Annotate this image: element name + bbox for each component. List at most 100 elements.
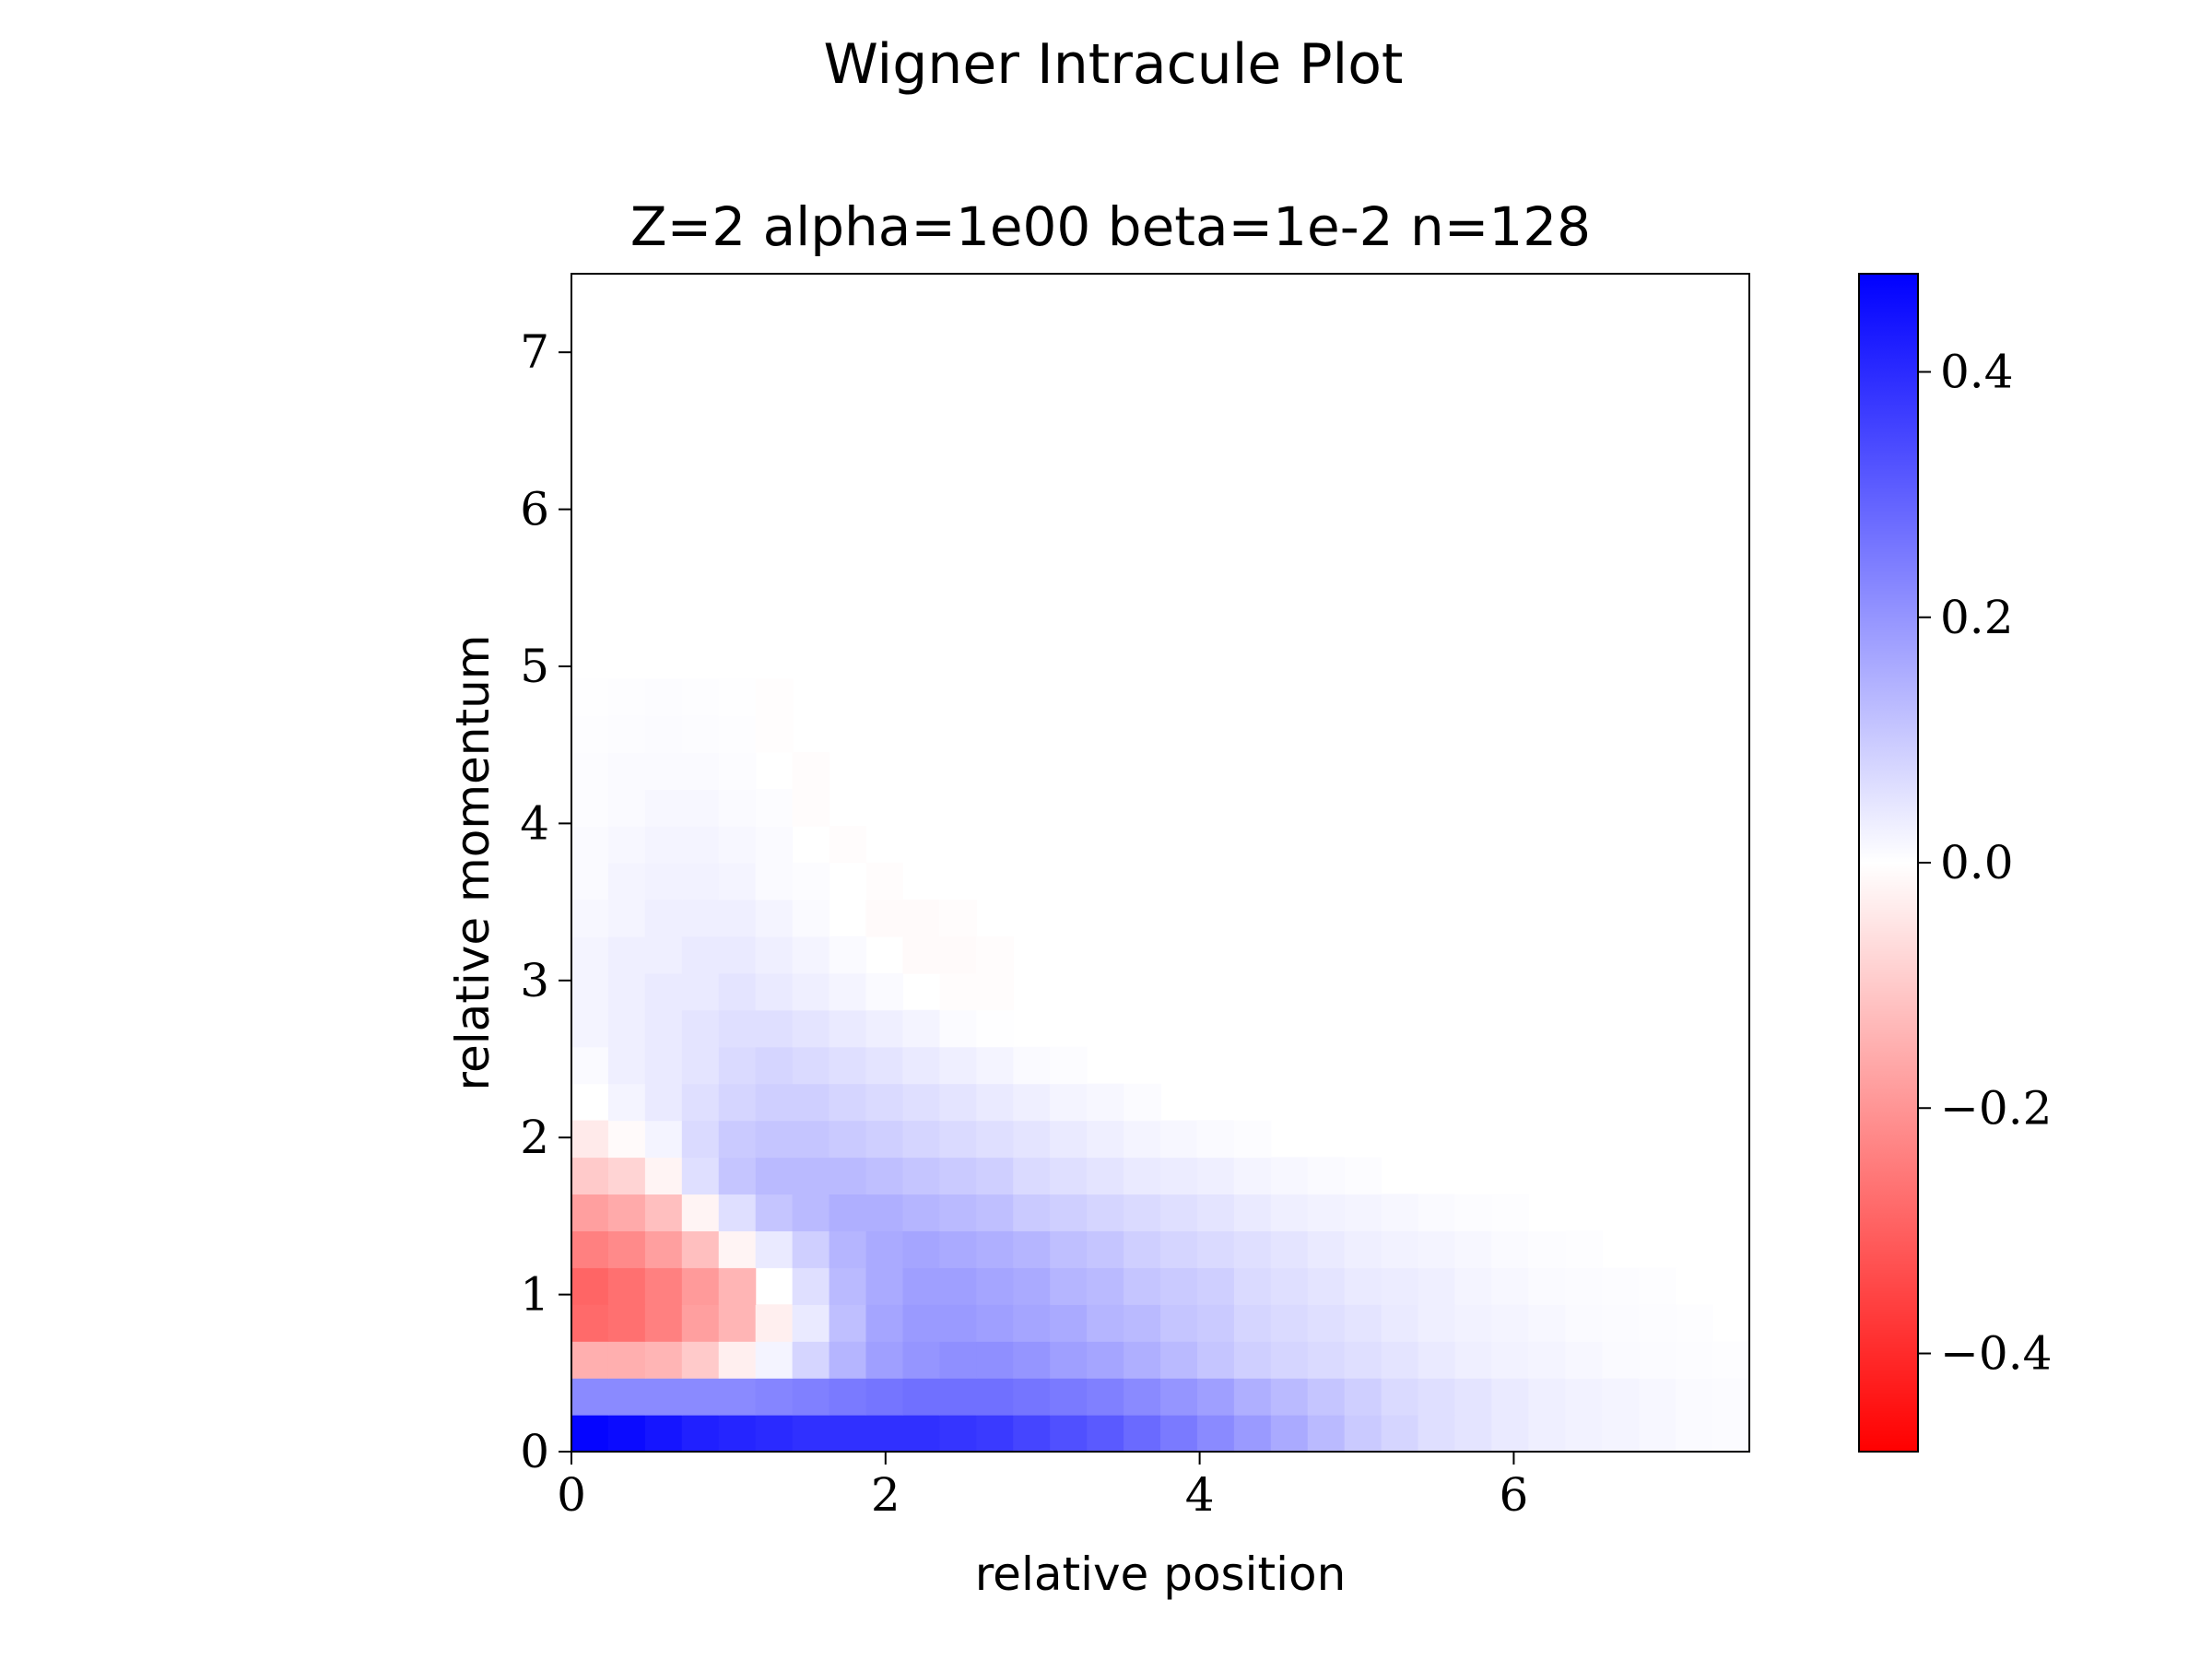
heatmap-cell [681, 1267, 720, 1305]
heatmap-cell [976, 1120, 1014, 1159]
heatmap-cell [1491, 1341, 1529, 1379]
heatmap-cell [607, 789, 646, 827]
heatmap-cell [1013, 1120, 1051, 1159]
heatmap-cell [607, 1046, 646, 1085]
heatmap-cell [829, 1009, 867, 1048]
heatmap-cell [607, 1341, 646, 1379]
heatmap-cell [1124, 1304, 1161, 1342]
heatmap-cell [1013, 1378, 1051, 1416]
heatmap-cell [1013, 1194, 1051, 1231]
y-tick-label: 0 [520, 1425, 549, 1478]
heatmap-cell [1712, 1378, 1750, 1416]
heatmap-cell [1528, 1304, 1566, 1342]
heatmap-cell [681, 1009, 720, 1048]
heatmap-cell [865, 1304, 904, 1342]
heatmap-cell [902, 1341, 940, 1379]
heatmap-cell [607, 1083, 646, 1122]
heatmap-cell [607, 715, 646, 753]
heatmap-cell [829, 1046, 867, 1085]
heatmap-cell [1050, 1157, 1088, 1195]
heatmap-cell [1270, 1304, 1309, 1342]
heatmap-cell [1196, 1157, 1235, 1195]
heatmap-cell [1307, 1341, 1346, 1379]
heatmap-cell [976, 1157, 1014, 1195]
heatmap-cell [939, 972, 977, 1011]
heatmap-cell [1124, 1194, 1161, 1231]
heatmap-cell [1528, 1415, 1566, 1453]
heatmap-cell [1676, 1378, 1713, 1416]
heatmap-cell [939, 899, 977, 937]
heatmap-cell [1124, 1157, 1161, 1195]
heatmap-cell [607, 1415, 646, 1453]
heatmap-cell [1639, 1378, 1677, 1416]
heatmap-cell [718, 1120, 757, 1159]
y-tick-label: 3 [520, 954, 549, 1007]
heatmap-cell [681, 972, 720, 1011]
heatmap-cell [718, 678, 757, 716]
heatmap-cell [644, 1194, 683, 1231]
heatmap-cell [571, 789, 609, 827]
heatmap-cell [1124, 1415, 1161, 1453]
heatmap-cell [792, 1009, 830, 1048]
heatmap-cell [1233, 1378, 1272, 1416]
heatmap-cell [829, 1120, 867, 1159]
heatmap-cell [1050, 1378, 1088, 1416]
heatmap-cell [902, 899, 940, 937]
heatmap-cell [1087, 1194, 1124, 1231]
heatmap-cell [792, 1378, 830, 1416]
heatmap-cell [1087, 1378, 1124, 1416]
heatmap-cell [792, 1120, 830, 1159]
heatmap-cell [976, 1378, 1014, 1416]
heatmap-cell [1491, 1378, 1529, 1416]
heatmap-cell [755, 1046, 794, 1085]
heatmap-cell [939, 1009, 977, 1048]
heatmap-cell [571, 899, 609, 937]
heatmap-cell [1528, 1378, 1566, 1416]
heatmap-cell [607, 935, 646, 974]
heatmap-cell [1050, 1415, 1088, 1453]
heatmap-cell [718, 1378, 757, 1416]
heatmap-cell [1307, 1267, 1346, 1305]
heatmap-cell [1602, 1415, 1640, 1453]
heatmap-cell [939, 1415, 977, 1453]
heatmap-cell [976, 935, 1014, 974]
heatmap-cell [1196, 1194, 1235, 1231]
heatmap-cell [644, 1304, 683, 1342]
heatmap-cell [571, 826, 609, 864]
heatmap-cell [1344, 1267, 1382, 1305]
heatmap-cell [1344, 1378, 1382, 1416]
heatmap-cell [1344, 1415, 1382, 1453]
heatmap-cell [1381, 1378, 1419, 1416]
heatmap-cell [718, 1083, 757, 1122]
heatmap-cell [644, 1230, 683, 1268]
heatmap-cell [1381, 1230, 1419, 1268]
heatmap-cell [1565, 1304, 1603, 1342]
heatmap-cell [755, 1415, 794, 1453]
heatmap-cell [1307, 1157, 1346, 1195]
heatmap-cell [1565, 1230, 1603, 1268]
heatmap-cell [865, 972, 904, 1011]
heatmap-cell [1160, 1415, 1198, 1453]
heatmap-cell [571, 1194, 609, 1231]
heatmap-cell [1639, 1267, 1677, 1305]
heatmap-cell [902, 935, 940, 974]
heatmap-cell [718, 1304, 757, 1342]
heatmap-cell [644, 752, 683, 790]
heatmap-cell [865, 1230, 904, 1268]
colorbar-tick-label: 0.4 [1940, 346, 2014, 399]
heatmap-cell [755, 1120, 794, 1159]
heatmap-cell [865, 1378, 904, 1416]
y-axis-label: relative momentum [446, 635, 500, 1091]
heatmap-cell [902, 1009, 940, 1048]
heatmap-cell [939, 1157, 977, 1195]
heatmap-cell [1087, 1415, 1124, 1453]
heatmap-cell [607, 678, 646, 716]
heatmap-cell [1454, 1415, 1493, 1453]
heatmap-cell [1344, 1341, 1382, 1379]
heatmap-cell [865, 1267, 904, 1305]
colorbar-tick-label: 0.2 [1940, 591, 2014, 644]
heatmap-cell [902, 1046, 940, 1085]
heatmap-cell [755, 1378, 794, 1416]
heatmap-cell [1344, 1194, 1382, 1231]
heatmap-cell [902, 1415, 940, 1453]
